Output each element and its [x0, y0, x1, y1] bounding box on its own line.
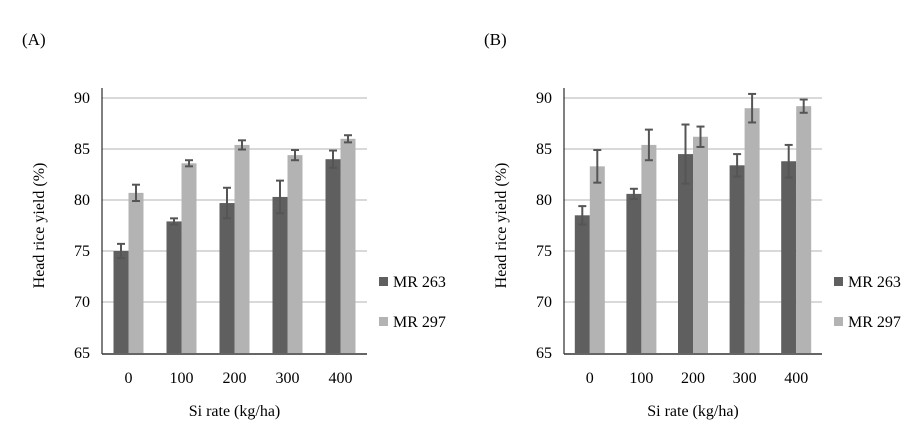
bar-mr263: [729, 165, 745, 353]
x-axis-title: Si rate (kg/ha): [189, 403, 281, 420]
legend-swatch: [379, 317, 388, 326]
y-tick-label: 70: [74, 294, 90, 311]
y-tick-label: 80: [536, 192, 552, 209]
y-axis-title: Head rice yield (%): [31, 163, 48, 289]
x-tick-label: 200: [681, 370, 705, 387]
bar-mr263: [325, 159, 341, 353]
x-tick-label: 400: [329, 370, 353, 387]
legend-label: MR 297: [393, 314, 446, 331]
bar-mr263: [113, 251, 129, 353]
bar-mr297: [234, 144, 250, 353]
legend-swatch: [834, 277, 843, 286]
x-tick-label: 300: [276, 370, 300, 387]
x-tick-label: 200: [223, 370, 247, 387]
bar-mr263: [781, 161, 797, 353]
x-tick-label: 0: [125, 370, 133, 387]
y-tick-label: 75: [74, 243, 90, 260]
chart-b: 65 70 75 80 85 90 0 100 200 300 400 Si rate (kg/ha)…: [493, 88, 901, 420]
y-tick-label: 65: [536, 345, 552, 362]
bar-mr297: [287, 155, 303, 353]
y-tick-label: 85: [74, 141, 90, 158]
bar-mr263: [678, 154, 693, 353]
bar-mr263: [626, 193, 642, 353]
bar-mr297: [693, 136, 708, 353]
chart-a: 65 70 75 80 85 90 0 100 200 300 400 Si rate (kg/ha)…: [31, 88, 446, 420]
x-tick-label: 100: [170, 370, 194, 387]
bar-mr297: [181, 163, 197, 353]
bar-mr297: [796, 106, 812, 353]
bar-mr263: [574, 215, 590, 353]
bar-mr297: [340, 138, 356, 353]
bar-mr263: [166, 221, 182, 353]
legend-swatch: [834, 317, 843, 326]
y-tick-label: 65: [74, 345, 90, 362]
y-tick-label: 90: [74, 90, 90, 107]
x-tick-label: 0: [586, 370, 594, 387]
x-tick-label: 100: [629, 370, 653, 387]
x-tick-label: 400: [784, 370, 808, 387]
legend-label: MR 263: [848, 274, 901, 291]
legend-swatch: [379, 277, 388, 286]
bar-mr297: [744, 108, 760, 353]
x-axis-title: Si rate (kg/ha): [647, 403, 739, 420]
legend-label: MR 263: [393, 274, 446, 291]
panel-label-a: (A): [22, 30, 46, 49]
y-tick-label: 70: [536, 294, 552, 311]
y-tick-label: 80: [74, 192, 90, 209]
y-tick-label: 85: [536, 141, 552, 158]
bar-mr297: [641, 144, 657, 353]
bar-mr297: [589, 166, 605, 353]
x-tick-label: 300: [733, 370, 757, 387]
bar-mr263: [219, 203, 235, 353]
y-axis-title: Head rice yield (%): [493, 163, 510, 289]
y-tick-label: 75: [536, 243, 552, 260]
panel-label-b: (B): [484, 30, 507, 49]
legend-label: MR 297: [848, 314, 901, 331]
bar-mr297: [128, 192, 144, 353]
bar-mr263: [272, 196, 288, 353]
y-tick-label: 90: [536, 90, 552, 107]
